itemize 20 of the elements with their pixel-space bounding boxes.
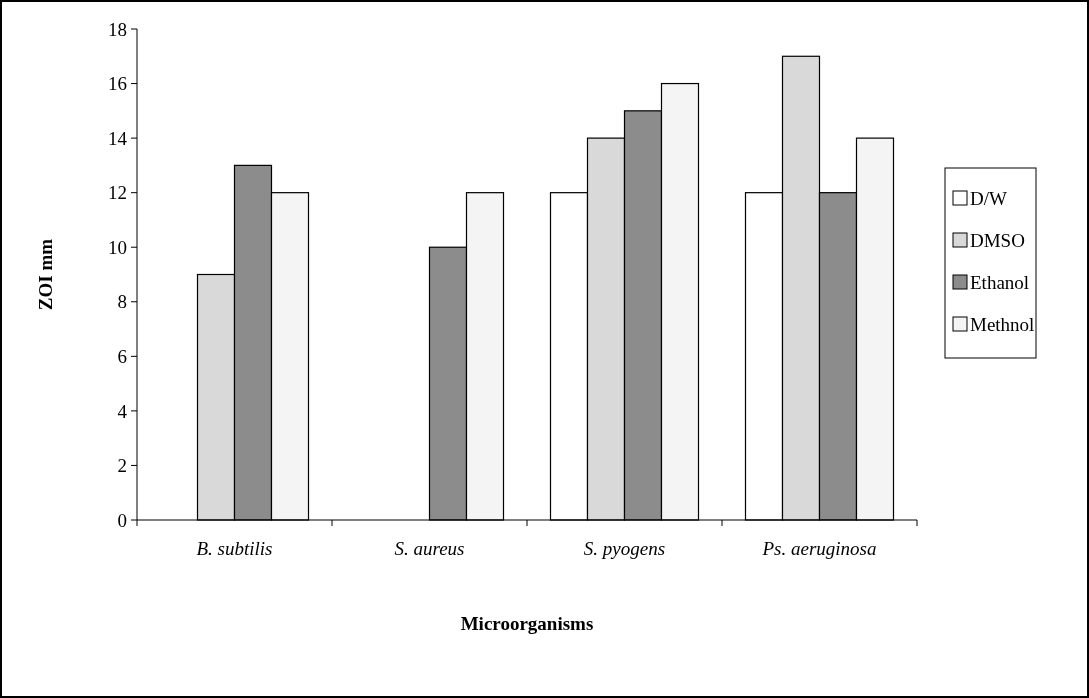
y-tick-label: 18 xyxy=(108,18,127,40)
x-axis-title: Microorganisms xyxy=(460,613,594,634)
y-tick-label: 2 xyxy=(117,455,127,477)
y-tick-label: 4 xyxy=(117,400,128,422)
legend-label: D/W xyxy=(970,187,1007,209)
y-axis-title: ZOI mm xyxy=(35,238,56,311)
x-tick-label: S. aureus xyxy=(394,538,465,559)
x-tick-label: S. pyogens xyxy=(583,538,666,559)
legend-label: Ethanol xyxy=(970,271,1030,293)
y-tick-label: 10 xyxy=(108,236,127,258)
y-tick-label: 8 xyxy=(117,291,127,313)
x-tick-label: Ps. aeruginosa xyxy=(761,538,877,559)
legend-label: Methnol xyxy=(970,313,1035,335)
y-tick-label: 6 xyxy=(117,345,127,367)
y-tick-label: 16 xyxy=(108,73,127,95)
y-tick-label: 14 xyxy=(108,127,128,149)
y-tick-label: 12 xyxy=(108,182,127,204)
y-tick-label: 0 xyxy=(117,509,127,531)
x-tick-label: B. subtilis xyxy=(196,538,273,559)
legend-label: DMSO xyxy=(970,229,1025,251)
